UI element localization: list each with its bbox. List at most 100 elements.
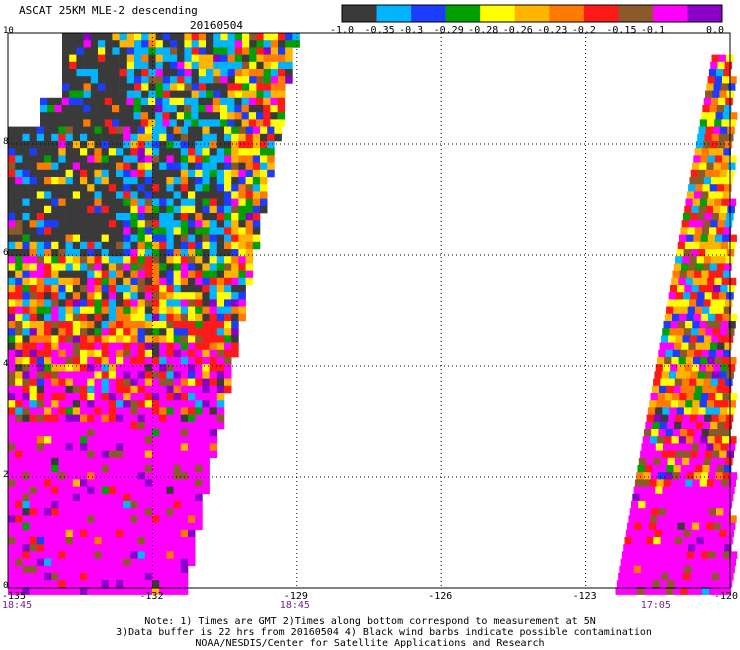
swath-cell: [144, 234, 153, 243]
swath-cell: [231, 133, 239, 142]
swath-cell: [137, 537, 146, 545]
swath-cell: [51, 522, 59, 531]
swath-cell: [180, 587, 189, 595]
swath-cell: [144, 162, 153, 171]
swath-cell: [148, 83, 156, 91]
swath-cell: [202, 313, 210, 322]
swath-cell: [661, 414, 669, 423]
swath-cell: [15, 465, 23, 473]
swath-cell: [137, 551, 146, 559]
swath-cell: [231, 313, 239, 322]
swath-cell: [231, 299, 239, 307]
swath-cell: [216, 407, 225, 415]
swath-cell: [94, 234, 102, 243]
swath-cell: [87, 191, 95, 199]
swath-cell: [712, 450, 720, 459]
swath-cell: [159, 436, 167, 444]
swath-cell: [65, 220, 74, 228]
swath-cell: [650, 515, 658, 523]
swath-cell: [22, 126, 30, 135]
swath-cell: [29, 349, 38, 358]
swath-cell: [15, 364, 23, 372]
swath-cell: [22, 378, 30, 387]
swath-cell: [94, 335, 102, 343]
swath-cell: [58, 141, 66, 149]
swath-cell: [94, 198, 102, 207]
swath-cell: [709, 306, 717, 315]
swath-cell: [44, 493, 52, 502]
swath-cell: [44, 544, 52, 552]
swath-cell: [36, 141, 45, 149]
swath-cell: [252, 227, 261, 235]
swath-cell: [112, 112, 120, 120]
swath-cell: [180, 335, 189, 343]
swath-cell: [195, 371, 203, 379]
swath-cell: [105, 54, 113, 63]
swath-cell: [94, 443, 102, 451]
swath-cell: [173, 241, 182, 250]
swath-cell: [58, 558, 66, 567]
swath-cell: [29, 429, 38, 437]
swath-cell: [669, 407, 677, 415]
swath-cell: [36, 486, 45, 495]
swath-cell: [715, 472, 723, 480]
swath-cell: [116, 292, 124, 300]
swath-cell: [94, 191, 102, 199]
swath-cell: [188, 551, 196, 559]
swath-cell: [696, 378, 704, 387]
swath-cell: [723, 306, 732, 315]
swath-cell: [58, 285, 66, 293]
swath-cell: [123, 277, 131, 286]
swath-cell: [144, 393, 153, 401]
swath-cell: [108, 299, 117, 307]
swath-cell: [622, 587, 631, 595]
swath-cell: [80, 177, 88, 185]
swath-cell: [166, 227, 174, 235]
swath-cell: [238, 306, 246, 315]
swath-cell: [97, 119, 106, 127]
swath-cell: [105, 76, 113, 84]
swath-cell: [173, 357, 182, 365]
swath-cell: [202, 364, 210, 372]
swath-cell: [144, 184, 153, 192]
swath-cell: [29, 385, 38, 394]
swath-cell: [677, 565, 685, 574]
swath-cell: [689, 414, 698, 423]
swath-left: [8, 33, 300, 595]
swath-cell: [166, 414, 174, 423]
swath-cell: [152, 414, 160, 423]
swath-cell: [213, 69, 221, 77]
swath-cell: [101, 544, 110, 552]
swath-cell: [188, 436, 196, 444]
swath-cell: [130, 198, 138, 207]
swath-cell: [697, 493, 705, 502]
swath-cell: [671, 515, 680, 523]
swath-cell: [72, 198, 81, 207]
swath-cell: [8, 270, 16, 279]
swath-cell: [62, 61, 70, 70]
swath-cell: [714, 277, 722, 286]
swath-cell: [98, 69, 106, 77]
swath-cell: [664, 313, 673, 322]
swath-cell: [155, 61, 164, 70]
swath-cell: [717, 378, 726, 387]
swath-cell: [130, 292, 138, 300]
swath-cell: [690, 249, 699, 257]
swath-cell: [87, 385, 95, 394]
swath-cell: [188, 292, 196, 300]
swath-cell: [65, 515, 74, 523]
swath-cell: [36, 270, 45, 279]
swath-cell: [173, 133, 182, 142]
swath-cell: [87, 486, 95, 495]
swath-cell: [65, 285, 74, 293]
swath-cell: [119, 33, 128, 41]
swath-cell: [123, 479, 131, 487]
swath-cell: [195, 177, 203, 185]
colorbar-label: 0.0: [706, 25, 725, 36]
swath-cell: [707, 558, 715, 567]
swath-cell: [238, 148, 246, 156]
swath-cell: [87, 292, 95, 300]
swath-cell: [209, 306, 218, 315]
swath-cell: [101, 205, 110, 214]
swath-cell: [180, 198, 189, 207]
